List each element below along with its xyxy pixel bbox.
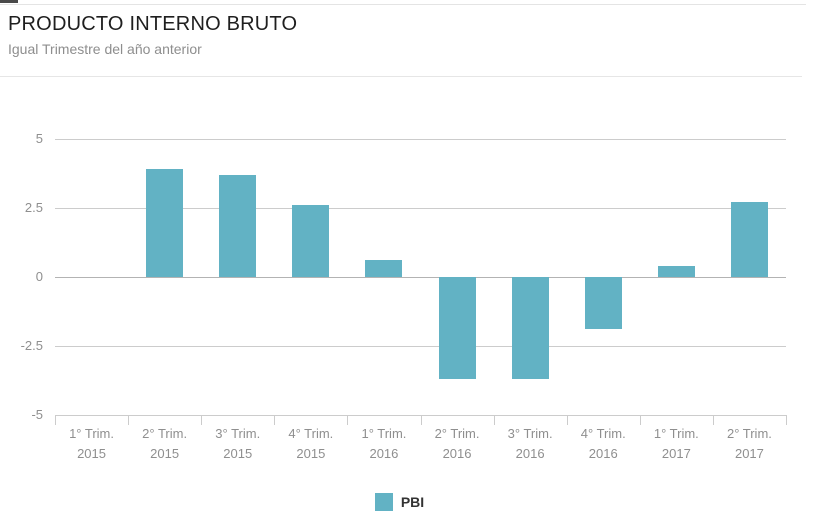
page-title: PRODUCTO INTERNO BRUTO	[8, 13, 298, 35]
chart-header: PRODUCTO INTERNO BRUTO Igual Trimestre d…	[8, 10, 297, 58]
x-axis-tick-label: 2° Trim. 2016	[421, 424, 494, 464]
x-axis-tick-label-line: 2015	[150, 446, 180, 461]
x-axis-tick	[347, 415, 349, 425]
x-axis-tick-label-line: 3° Trim.	[507, 426, 553, 441]
top-accent-bar	[0, 0, 18, 3]
x-axis-tick-label: 2° Trim. 2015	[128, 424, 201, 464]
x-axis-tick-label: 2° Trim. 2017	[713, 424, 786, 464]
x-axis-tick-label-line: 2015	[223, 446, 253, 461]
x-axis-tick	[493, 415, 495, 425]
chart-bar[interactable]	[292, 205, 330, 277]
x-axis-tick-label-line: 1° Trim.	[361, 426, 407, 441]
x-axis-tick-label-line: 1° Trim.	[653, 426, 699, 441]
x-axis-tick-label-line: 2° Trim.	[142, 426, 188, 441]
legend-label-pbi: PBI	[400, 494, 425, 510]
x-axis-tick	[128, 415, 130, 425]
x-axis-tick-label-line: 2016	[369, 446, 399, 461]
x-axis-tick-label-line: 2017	[734, 446, 764, 461]
x-axis-tick-label: 4° Trim. 2015	[274, 424, 347, 464]
x-axis-tick-label: 1° Trim. 2015	[55, 424, 128, 464]
x-axis-tick	[712, 415, 714, 425]
gridline	[55, 346, 786, 347]
page-subtitle: Igual Trimestre del año anterior	[8, 41, 202, 57]
x-axis-tick-label-line: 2° Trim.	[726, 426, 772, 441]
x-axis-tick-label-line: 4° Trim.	[288, 426, 334, 441]
x-axis-tick-label: 3° Trim. 2016	[494, 424, 567, 464]
x-axis-tick-label-line: 1° Trim.	[69, 426, 115, 441]
x-axis-tick	[201, 415, 203, 425]
x-axis-tick-label: 1° Trim. 2016	[347, 424, 420, 464]
x-axis-tick	[639, 415, 641, 425]
chart-bar[interactable]	[219, 174, 257, 277]
gridline	[55, 139, 786, 140]
chart-legend[interactable]: PBI	[0, 493, 816, 511]
x-axis-tick	[274, 415, 276, 425]
x-axis-tick-label-line: 2° Trim.	[434, 426, 480, 441]
legend-swatch-pbi	[374, 493, 393, 511]
x-axis-tick-label: 3° Trim. 2015	[201, 424, 274, 464]
x-axis-tick-label-line: 4° Trim.	[580, 426, 626, 441]
chart-bar[interactable]	[511, 277, 549, 380]
y-axis-tick-label: 5	[35, 131, 43, 146]
y-axis-tick-label: 0	[35, 269, 43, 284]
x-axis-tick-label-line: 2015	[77, 446, 106, 461]
x-axis-tick-label-line: 2017	[661, 446, 691, 461]
x-axis-tick-label-line: 2016	[442, 446, 472, 461]
x-axis-tick-label: 4° Trim. 2016	[567, 424, 640, 464]
chart-bar[interactable]	[584, 277, 622, 330]
y-axis-tick-label: 2.5	[24, 200, 43, 215]
chart-bar[interactable]	[365, 260, 403, 277]
x-axis-tick-label-line: 2016	[588, 446, 618, 461]
y-axis-tick-label: -5	[31, 407, 43, 422]
y-axis-tick-label: -2.5	[20, 338, 43, 353]
zero-gridline	[55, 277, 786, 278]
chart-bar[interactable]	[146, 169, 184, 277]
x-axis-tick	[55, 415, 56, 425]
gridline	[55, 208, 786, 209]
top-rule	[0, 4, 806, 5]
chart-bar[interactable]	[438, 277, 476, 380]
x-axis-tick-label-line: 2015	[296, 446, 326, 461]
x-axis-tick	[566, 415, 568, 425]
x-axis-tick-label-line: 2016	[515, 446, 545, 461]
x-axis-tick-label: 1° Trim. 2017	[640, 424, 713, 464]
x-axis-tick	[420, 415, 422, 425]
chart-bar[interactable]	[730, 202, 768, 277]
x-axis-tick-label-line: 3° Trim.	[215, 426, 261, 441]
header-divider	[0, 76, 802, 77]
x-axis-tick	[786, 415, 787, 425]
chart-bar[interactable]	[657, 265, 695, 277]
